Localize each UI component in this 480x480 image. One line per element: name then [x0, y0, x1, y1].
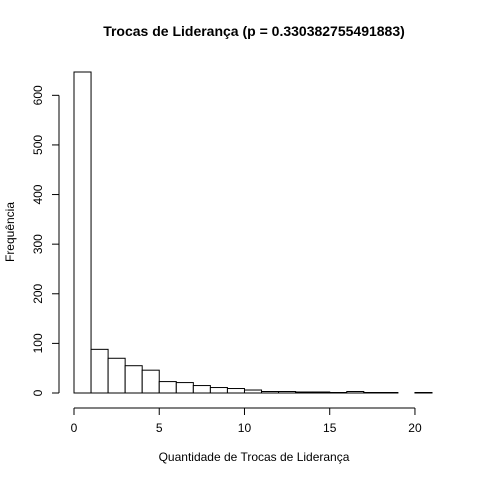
histogram-bar [261, 391, 280, 394]
y-tick-label: 600 [31, 85, 45, 105]
y-tick-label: 0 [31, 389, 45, 396]
histogram-bar [278, 391, 297, 394]
chart-title: Trocas de Liderança (p = 0.3303827554918… [103, 23, 405, 39]
x-tick-label: 20 [408, 421, 422, 435]
y-tick-label: 400 [31, 184, 45, 204]
y-axis-label: Frequência [3, 202, 17, 262]
histogram-bar [243, 389, 263, 394]
histogram-bar [380, 392, 399, 394]
histogram-bar [141, 369, 160, 394]
y-tick-label: 100 [31, 333, 45, 353]
histogram-bar [312, 391, 331, 394]
histogram-bar [295, 391, 314, 394]
histogram-bar [363, 392, 382, 394]
histogram-bar [158, 381, 177, 394]
x-axis-label: Quantidade de Trocas de Liderança [159, 450, 350, 464]
histogram-bar [107, 357, 126, 394]
bars-group [73, 71, 433, 394]
y-axis: 0 100 200 300 400 500 600 [31, 85, 60, 396]
histogram-bar [226, 388, 245, 394]
histogram-bar [90, 348, 109, 394]
histogram-bar [346, 391, 365, 394]
x-tick-label: 5 [156, 421, 163, 435]
x-tick-label: 15 [323, 421, 337, 435]
y-tick-label: 500 [31, 135, 45, 155]
histogram-bar [73, 71, 92, 394]
x-tick-label: 10 [238, 421, 252, 435]
histogram-bar [192, 385, 211, 394]
histogram-bar [124, 365, 143, 394]
x-axis: 0 5 10 15 20 [71, 407, 422, 435]
y-tick-label: 200 [31, 283, 45, 303]
x-tick-label: 0 [71, 421, 78, 435]
histogram-bar [414, 392, 433, 394]
histogram-bar [175, 382, 194, 394]
histogram-bar [329, 392, 348, 394]
histogram-bar [209, 387, 228, 394]
y-tick-label: 300 [31, 234, 45, 254]
